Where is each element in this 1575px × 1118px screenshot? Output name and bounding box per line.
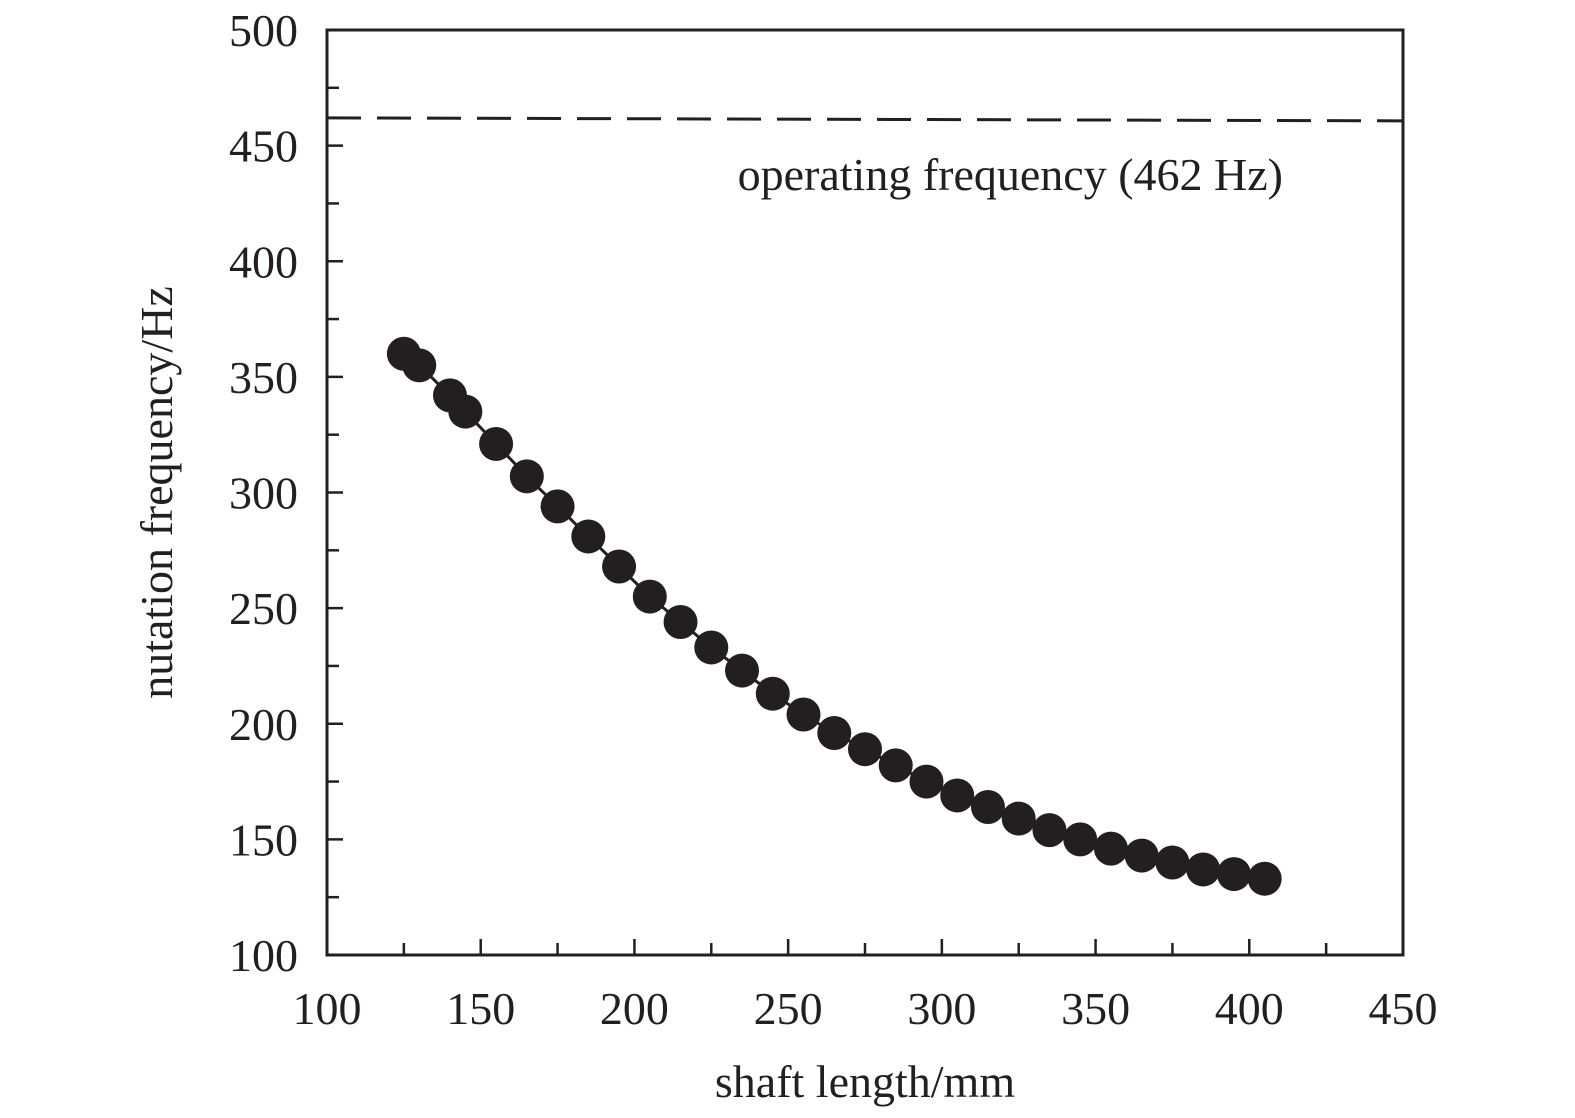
data-point-305 (940, 778, 975, 813)
minor-ticks (327, 86, 1328, 955)
x-tick-label-450: 450 (1369, 983, 1438, 1034)
data-point-165 (509, 459, 544, 494)
series-points (386, 336, 1282, 896)
y-tick-label-500: 500 (229, 5, 298, 56)
data-point-275 (848, 732, 882, 767)
x-tick-label-350: 350 (1061, 983, 1130, 1034)
data-point-215 (663, 605, 698, 639)
data-point-395 (1216, 857, 1251, 892)
data-point-145 (448, 394, 483, 429)
data-point-265 (817, 716, 852, 750)
y-axis-title: nutation frequency/Hz (131, 286, 182, 699)
y-tick-label-100: 100 (229, 930, 298, 981)
data-point-365 (1124, 838, 1159, 873)
x-tick-label-250: 250 (754, 983, 823, 1034)
y-tick-label-250: 250 (229, 583, 298, 634)
y-tick-label-450: 450 (229, 121, 298, 172)
operating-frequency-line (326, 116, 1404, 123)
data-point-155 (479, 426, 514, 461)
data-point-345 (1063, 822, 1098, 857)
y-tick-label-400: 400 (229, 236, 298, 287)
x-axis-title: shaft length/mm (715, 1056, 1015, 1107)
data-point-195 (602, 549, 637, 584)
data-point-235 (725, 653, 760, 688)
x-tick-label-150: 150 (446, 983, 515, 1034)
data-point-185 (571, 519, 606, 554)
x-tick-label-100: 100 (293, 983, 362, 1034)
data-point-205 (632, 579, 667, 614)
data-point-175 (540, 489, 575, 524)
operating-frequency-label: operating frequency (462 Hz) (738, 149, 1283, 200)
x-tick-label-400: 400 (1215, 983, 1284, 1034)
data-point-325 (1001, 801, 1036, 836)
data-point-335 (1032, 813, 1067, 848)
data-point-375 (1155, 845, 1190, 880)
y-tick-label-300: 300 (229, 468, 298, 519)
data-point-295 (909, 764, 944, 799)
data-point-385 (1186, 852, 1221, 887)
x-tick-label-300: 300 (907, 983, 976, 1034)
series-connector (402, 352, 1265, 881)
plot-frame (325, 28, 1405, 957)
y-tick-label-350: 350 (229, 352, 298, 403)
tick-labels: 100 150 200 250 300 350 400 450 500 100 150 200 250 3… (229, 5, 1438, 1034)
data-point-255 (786, 697, 821, 732)
data-point-315 (970, 790, 1005, 824)
x-tick-label-200: 200 (600, 983, 669, 1034)
series-line (402, 352, 1265, 881)
data-point-225 (694, 630, 729, 665)
y-tick-label-200: 200 (229, 699, 298, 750)
data-point-245 (755, 676, 790, 711)
data-point-405 (1247, 861, 1282, 896)
data-point-355 (1093, 831, 1128, 866)
y-tick-label-150: 150 (229, 814, 298, 865)
data-point-130 (402, 348, 437, 383)
data-point-285 (878, 748, 913, 783)
